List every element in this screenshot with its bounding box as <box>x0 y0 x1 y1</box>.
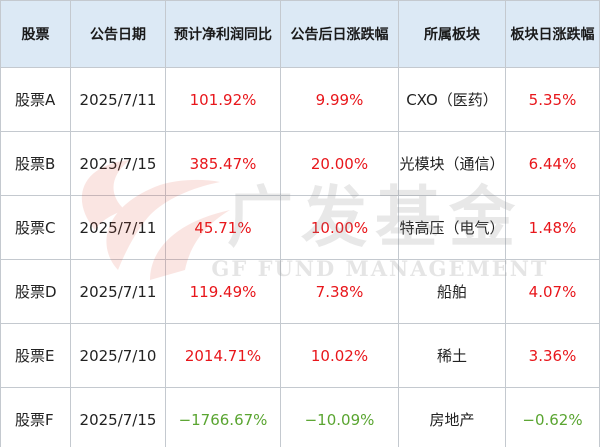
sector-name: 稀土 <box>398 323 506 388</box>
sector-change-value: 3.36% <box>505 323 600 388</box>
header-sector-change: 板块日涨跌幅 <box>505 0 600 68</box>
sector-change-value: 6.44% <box>505 131 600 196</box>
profit-yoy-value: 101.92% <box>165 67 281 132</box>
table-row: 股票E 2025/7/10 2014.71% 10.02% 稀土 3.36% <box>0 323 600 388</box>
sector-name: CXO（医药） <box>398 67 506 132</box>
table-body: 股票A 2025/7/11 101.92% 9.99% CXO（医药） 5.35… <box>0 67 600 447</box>
announce-date: 2025/7/11 <box>70 195 166 260</box>
sector-change-value: 5.35% <box>505 67 600 132</box>
sector-change-value: 1.48% <box>505 195 600 260</box>
sector-name: 船舶 <box>398 259 506 324</box>
stock-name: 股票C <box>0 195 71 260</box>
sector-name: 光模块（通信） <box>398 131 506 196</box>
stock-name: 股票B <box>0 131 71 196</box>
announce-date: 2025/7/15 <box>70 131 166 196</box>
sector-change-value: 4.07% <box>505 259 600 324</box>
post-change-value: 20.00% <box>280 131 399 196</box>
profit-yoy-value: 45.71% <box>165 195 281 260</box>
stock-name: 股票D <box>0 259 71 324</box>
sector-name: 房地产 <box>398 387 506 447</box>
sector-change-value: −0.62% <box>505 387 600 447</box>
table-row: 股票A 2025/7/11 101.92% 9.99% CXO（医药） 5.35… <box>0 67 600 132</box>
announce-date: 2025/7/11 <box>70 67 166 132</box>
header-date: 公告日期 <box>70 0 166 68</box>
post-change-value: 10.02% <box>280 323 399 388</box>
stock-name: 股票F <box>0 387 71 447</box>
sector-name: 特高压（电气） <box>398 195 506 260</box>
header-sector: 所属板块 <box>398 0 506 68</box>
table-header: 股票 公告日期 预计净利润同比 公告后日涨跌幅 所属板块 板块日涨跌幅 <box>0 0 600 68</box>
announce-date: 2025/7/11 <box>70 259 166 324</box>
profit-yoy-value: −1766.67% <box>165 387 281 447</box>
post-change-value: −10.09% <box>280 387 399 447</box>
table-row: 股票D 2025/7/11 119.49% 7.38% 船舶 4.07% <box>0 259 600 324</box>
post-change-value: 10.00% <box>280 195 399 260</box>
header-row: 股票 公告日期 预计净利润同比 公告后日涨跌幅 所属板块 板块日涨跌幅 <box>0 0 600 68</box>
announce-date: 2025/7/10 <box>70 323 166 388</box>
post-change-value: 7.38% <box>280 259 399 324</box>
profit-yoy-value: 119.49% <box>165 259 281 324</box>
stock-name: 股票A <box>0 67 71 132</box>
profit-yoy-value: 2014.71% <box>165 323 281 388</box>
header-stock: 股票 <box>0 0 71 68</box>
profit-yoy-value: 385.47% <box>165 131 281 196</box>
announce-date: 2025/7/15 <box>70 387 166 447</box>
table-row: 股票F 2025/7/15 −1766.67% −10.09% 房地产 −0.6… <box>0 387 600 447</box>
table-row: 股票B 2025/7/15 385.47% 20.00% 光模块（通信） 6.4… <box>0 131 600 196</box>
header-post-change: 公告后日涨跌幅 <box>280 0 399 68</box>
post-change-value: 9.99% <box>280 67 399 132</box>
stock-name: 股票E <box>0 323 71 388</box>
header-profit-yoy: 预计净利润同比 <box>165 0 281 68</box>
table-row: 股票C 2025/7/11 45.71% 10.00% 特高压（电气） 1.48… <box>0 195 600 260</box>
